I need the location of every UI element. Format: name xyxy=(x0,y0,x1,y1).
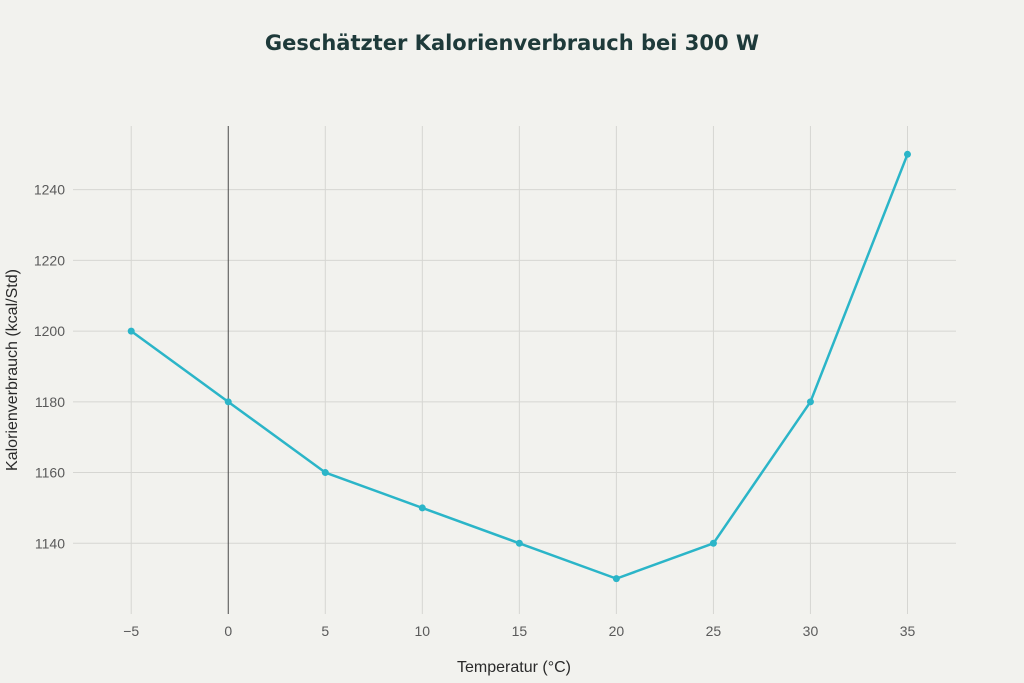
y-tick-label: 1140 xyxy=(35,535,65,551)
series-group xyxy=(127,150,911,583)
x-axis-title: Temperatur (°C) xyxy=(457,659,571,676)
chart-title: Geschätzter Kalorienverbrauch bei 300 W xyxy=(265,31,759,55)
data-point xyxy=(127,327,135,335)
data-point xyxy=(709,539,717,547)
y-gridlines xyxy=(73,189,956,544)
data-point xyxy=(806,398,814,406)
y-tick-labels: 1140 1160 1180 1200 1220 1240 xyxy=(34,182,65,552)
x-tick-label: −5 xyxy=(123,623,139,639)
data-point xyxy=(224,398,232,406)
y-tick-label: 1200 xyxy=(34,323,65,339)
x-tick-label: 35 xyxy=(900,623,916,639)
data-point xyxy=(321,469,329,477)
x-tick-labels: −5 0 5 10 15 20 25 30 35 xyxy=(123,623,915,639)
x-tick-label: 0 xyxy=(224,623,232,639)
x-tick-label: 30 xyxy=(803,623,819,639)
y-tick-label: 1240 xyxy=(34,182,65,198)
x-gridlines xyxy=(130,126,908,614)
y-axis-title: Kalorienverbrauch (kcal/Std) xyxy=(4,269,21,471)
x-tick-label: 5 xyxy=(321,623,329,639)
y-tick-label: 1180 xyxy=(35,394,65,410)
x-tick-label: 10 xyxy=(415,623,431,639)
data-point xyxy=(612,575,620,583)
data-point xyxy=(515,539,523,547)
y-tick-label: 1220 xyxy=(34,252,65,268)
data-point xyxy=(903,150,911,158)
x-tick-label: 25 xyxy=(706,623,722,639)
x-tick-label: 15 xyxy=(512,623,528,639)
x-tick-label: 20 xyxy=(609,623,625,639)
data-point xyxy=(418,504,426,512)
y-tick-label: 1160 xyxy=(35,465,65,481)
